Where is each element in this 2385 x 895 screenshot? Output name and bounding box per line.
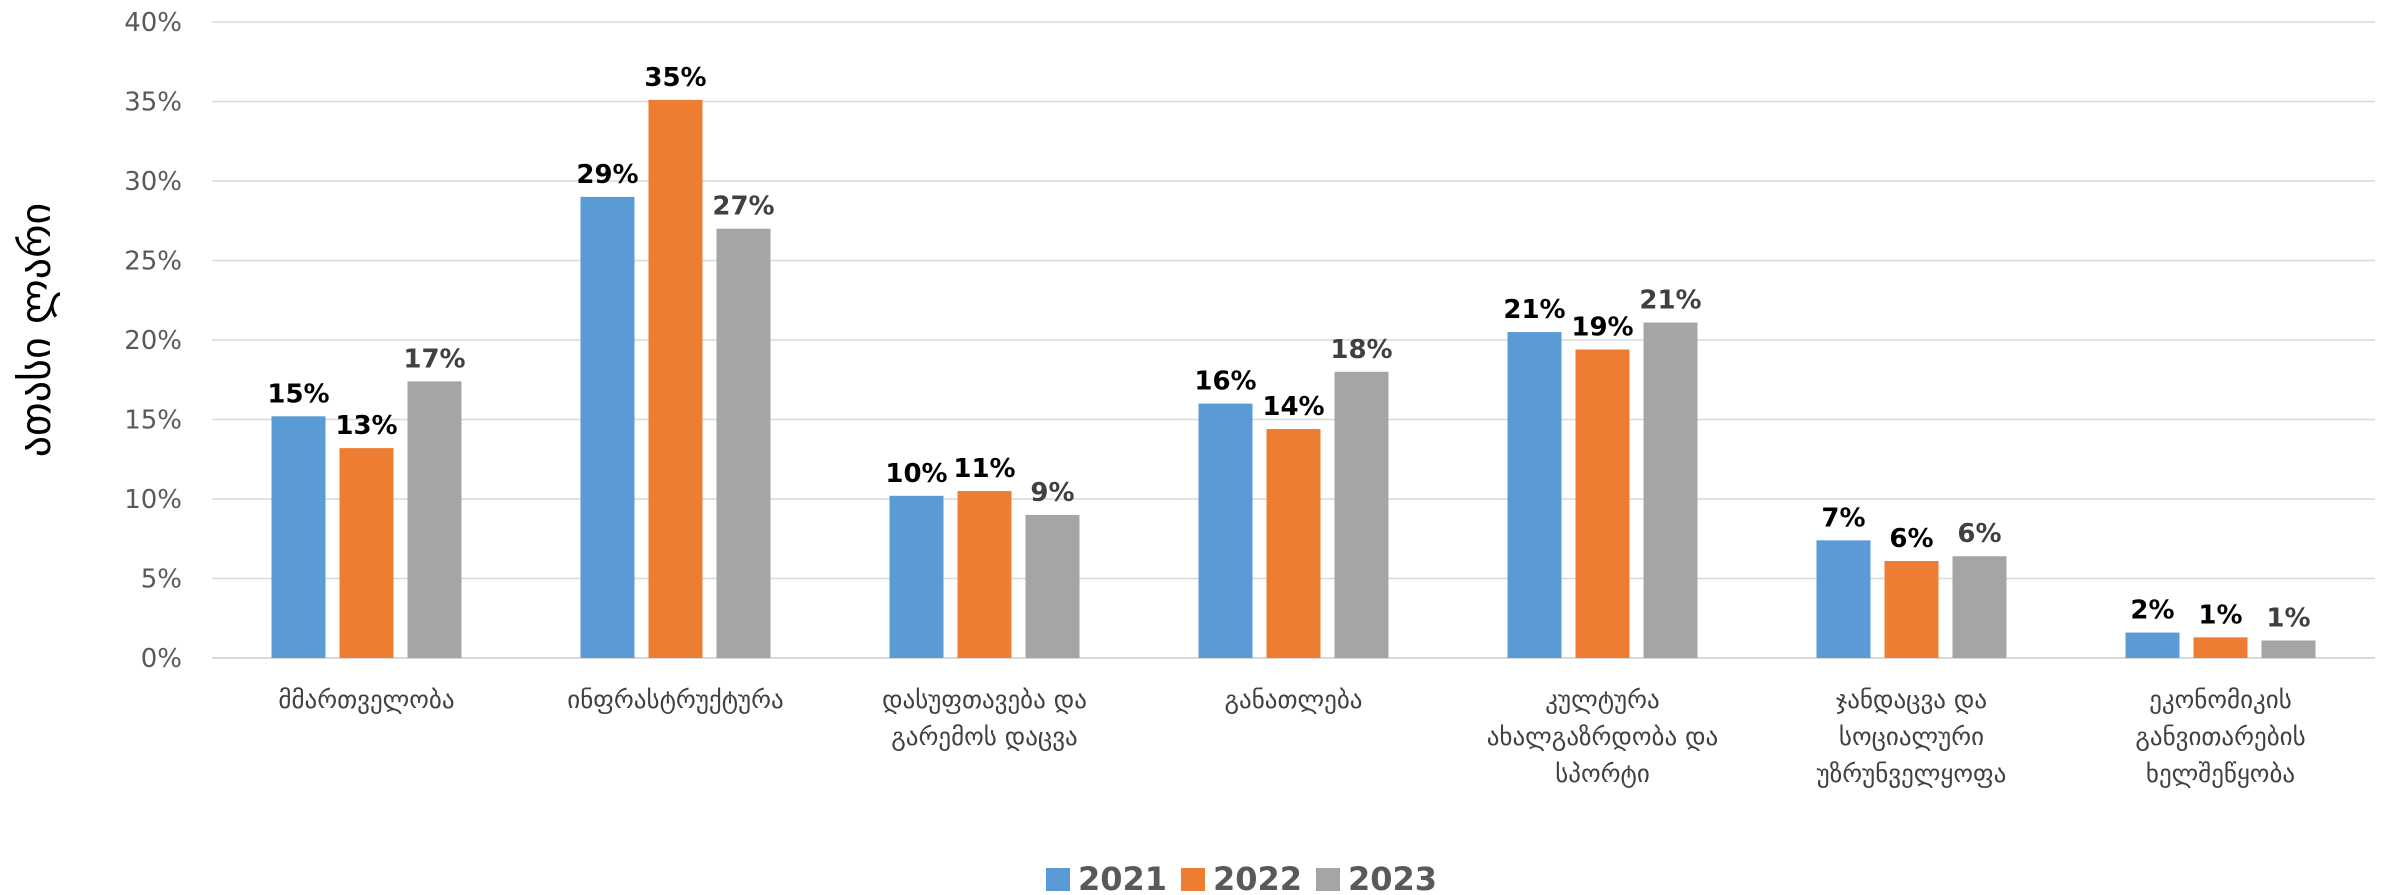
category-label-line: სოციალური [1839,722,1984,751]
data-label: 27% [712,192,774,222]
bar-2021 [1507,332,1562,658]
bar-2021 [889,495,944,658]
bar-2023 [1643,322,1698,658]
category-label: მმართველობა [278,685,454,714]
data-label: 35% [644,63,706,93]
data-label: 17% [403,344,465,374]
bar-2023 [1334,371,1389,658]
legend-swatch-2022 [1181,868,1205,892]
category-label: განათლება [1225,685,1363,714]
data-label: 10% [885,459,947,489]
category-label-line: ახალგაზრდობა და [1487,722,1719,751]
bar-2023 [407,381,462,658]
bar-2022 [1266,429,1321,658]
category-label-line: გარემოს დაცვა [891,722,1077,751]
y-tick-label: 30% [124,167,182,197]
bar-2022 [1884,561,1939,658]
data-label: 6% [1957,519,2001,549]
y-tick-label: 20% [124,326,182,356]
category-label-line: ინფრასტრუქტურა [567,685,783,714]
bar-2021 [1198,403,1253,658]
bar-2021 [1816,540,1871,658]
data-label: 14% [1262,392,1324,422]
data-label: 15% [267,379,329,409]
data-label: 2% [2130,596,2174,626]
data-label: 1% [2266,604,2310,634]
data-label: 6% [1889,524,1933,554]
bars [271,99,2316,658]
category-label: ეკონომიკის განვითარების ხელშეწყობა [2135,685,2305,788]
category-label-line: ჯანდაცვა და [1836,685,1987,714]
bar-2021 [271,416,326,658]
bar-2022 [957,491,1012,658]
bar-2022 [648,99,703,658]
category-label-line: ხელშეწყობა [2146,759,2295,788]
category-label-line: სპორტი [1555,759,1650,788]
bar-2022 [1575,349,1630,658]
y-tick-label: 25% [124,247,182,277]
legend-swatch-2021 [1046,868,1070,892]
data-labels: 15%13% 17% 29% 35% 27% 10% 11% 9% 16%14%18% 21%19… [267,63,2310,634]
category-label-line: დასუფთავება და [882,685,1087,714]
y-tick-label: 10% [124,485,182,515]
y-tick-label: 0% [141,644,182,674]
legend: 2021 2022 2023 [1046,860,1437,895]
category-labels: მმართველობა ინფრასტრუქტურა დასუფთავება და გ… [278,685,2305,788]
y-tick-label: 5% [141,565,182,595]
bar-2021 [2125,632,2180,658]
bar-2023 [2261,640,2316,658]
legend-swatch-2023 [1316,868,1340,892]
bar-2023 [1952,556,2007,658]
category-label: დასუფთავება და გარემოს დაცვა [882,685,1087,751]
legend-label-2021: 2021 [1078,860,1167,891]
category-label-line: ეკონომიკის [2149,685,2292,714]
data-label: 9% [1030,478,1074,508]
legend-label-2023: 2023 [1348,860,1437,891]
category-label-line: მმართველობა [278,685,454,714]
category-label-line: განვითარების [2135,722,2305,751]
y-tick-label: 15% [124,406,182,436]
data-label: 19% [1571,313,1633,343]
data-label: 29% [576,160,638,190]
bar-2023 [1025,514,1080,658]
y-tick-label: 35% [124,88,182,118]
data-label: 21% [1639,286,1701,316]
category-label: ჯანდაცვა და სოციალური უზრუნველყოფა [1817,685,2007,788]
y-tick-label: 40% [124,8,182,38]
data-label: 18% [1330,335,1392,365]
category-label-line: კულტურა [1545,685,1659,714]
legend-label-2022: 2022 [1213,860,1302,891]
data-label: 16% [1194,367,1256,397]
y-axis-label: ათასი ლარი [11,203,60,458]
data-label: 21% [1503,295,1565,325]
bar-2022 [339,448,394,658]
category-label: კულტურა ახალგაზრდობა და სპორტი [1487,685,1719,788]
gridlines [212,21,2375,580]
data-label: 11% [953,454,1015,484]
y-axis-ticks: 0% 5% 10% 15% 20% 25% 30% 35% 40% [124,8,182,674]
bar-2022 [2193,637,2248,658]
data-label: 13% [335,411,397,441]
bar-2021 [580,196,635,658]
bar-2023 [716,228,771,658]
category-label-line: უზრუნველყოფა [1817,759,2007,788]
data-label: 1% [2198,600,2242,630]
data-label: 7% [1821,503,1865,533]
category-label: ინფრასტრუქტურა [567,685,783,714]
category-label-line: განათლება [1225,685,1363,714]
